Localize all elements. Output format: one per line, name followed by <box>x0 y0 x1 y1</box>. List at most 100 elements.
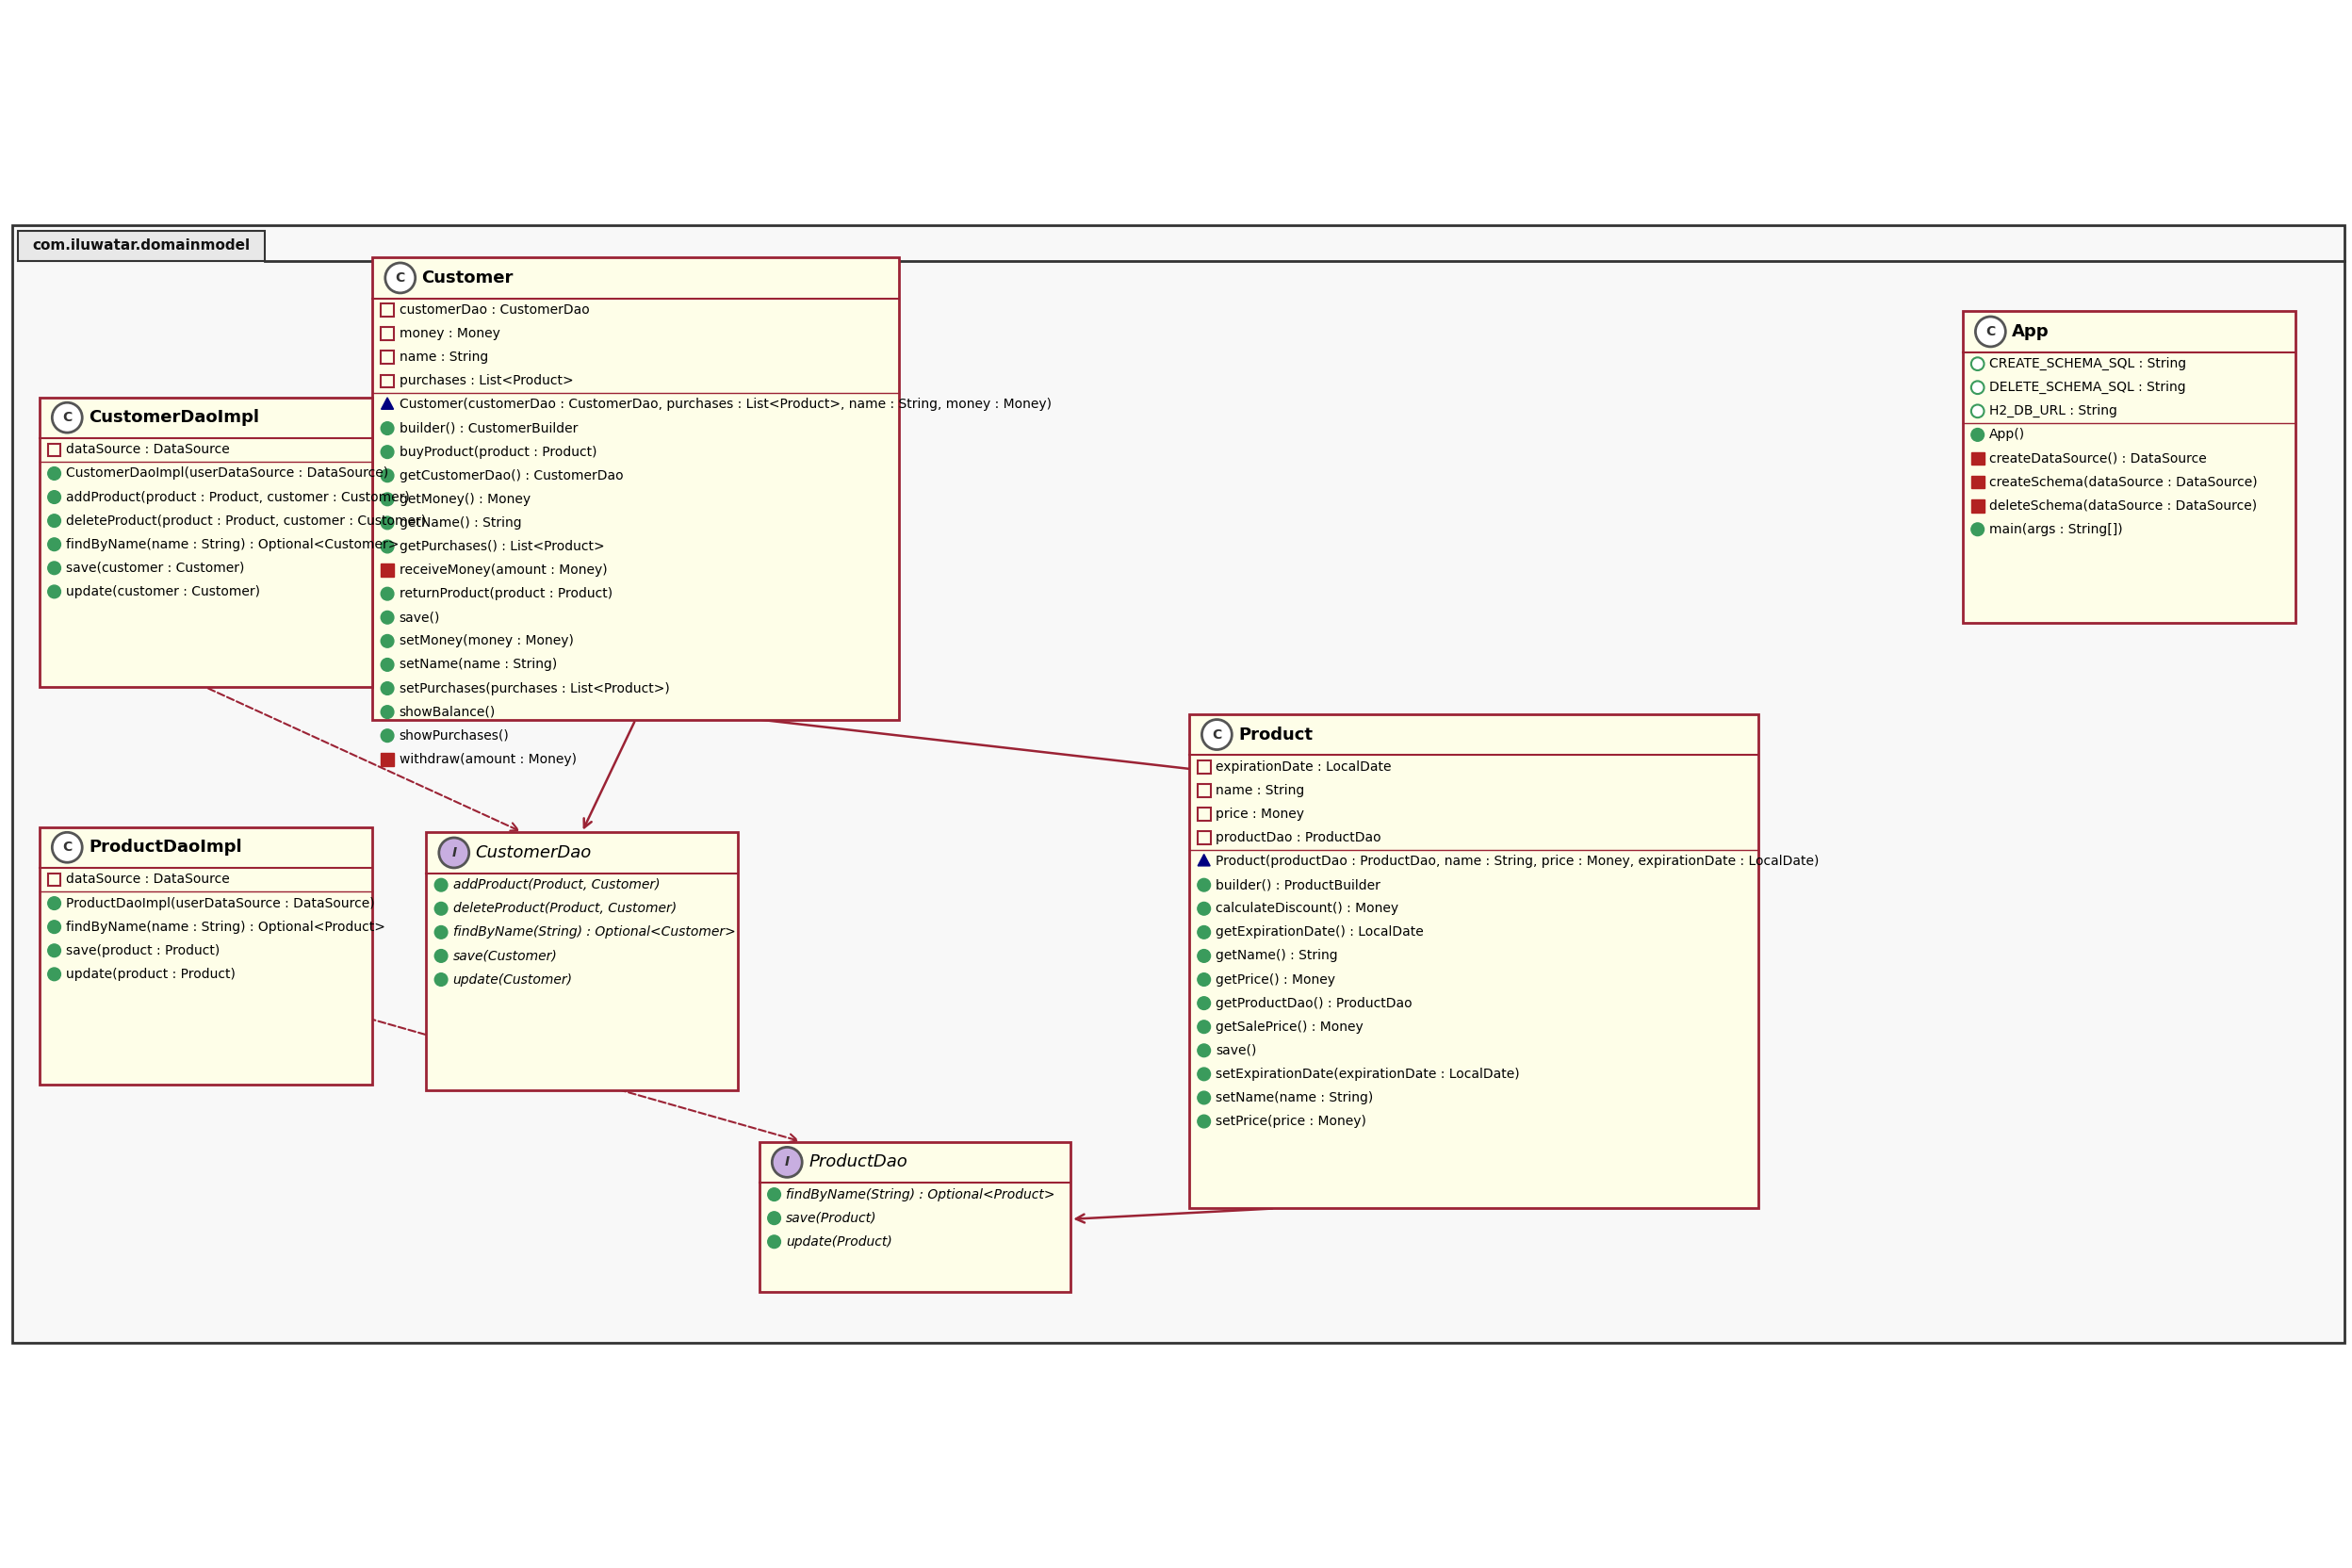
Circle shape <box>1971 428 1985 441</box>
Text: getSalePrice() : Money: getSalePrice() : Money <box>1216 1021 1364 1033</box>
Circle shape <box>381 588 393 601</box>
Circle shape <box>1976 317 2006 347</box>
Circle shape <box>435 974 447 986</box>
Polygon shape <box>1197 855 1209 866</box>
Text: CustomerDao: CustomerDao <box>475 844 593 861</box>
Bar <box>381 564 393 577</box>
FancyBboxPatch shape <box>1962 310 2296 622</box>
Text: productDao : ProductDao: productDao : ProductDao <box>1216 831 1381 844</box>
Circle shape <box>47 538 61 550</box>
Circle shape <box>1197 997 1211 1010</box>
Text: getPrice() : Money: getPrice() : Money <box>1216 974 1336 986</box>
Circle shape <box>1197 950 1211 963</box>
Text: name : String: name : String <box>1216 784 1305 797</box>
Text: setName(name : String): setName(name : String) <box>400 659 557 671</box>
Circle shape <box>771 1148 802 1178</box>
Circle shape <box>767 1212 781 1225</box>
FancyBboxPatch shape <box>760 1142 1070 1292</box>
Circle shape <box>1971 522 1985 536</box>
Text: C: C <box>1985 325 1994 339</box>
Circle shape <box>52 403 82 433</box>
Text: builder() : ProductBuilder: builder() : ProductBuilder <box>1216 878 1381 892</box>
Text: purchases : List<Product>: purchases : List<Product> <box>400 375 574 387</box>
Circle shape <box>1197 925 1211 939</box>
Text: getName() : String: getName() : String <box>400 516 522 530</box>
Circle shape <box>1197 1021 1211 1033</box>
Circle shape <box>47 561 61 574</box>
FancyBboxPatch shape <box>1188 713 1759 1209</box>
Text: App: App <box>2011 323 2049 340</box>
Text: ProductDaoImpl(userDataSource : DataSource): ProductDaoImpl(userDataSource : DataSour… <box>66 897 374 909</box>
Text: update(customer : Customer): update(customer : Customer) <box>66 585 261 599</box>
Bar <box>381 351 393 364</box>
Text: update(Customer): update(Customer) <box>454 974 572 986</box>
Text: CREATE_SCHEMA_SQL : String: CREATE_SCHEMA_SQL : String <box>1990 358 2187 370</box>
Text: receiveMoney(amount : Money): receiveMoney(amount : Money) <box>400 563 607 577</box>
Circle shape <box>381 469 393 481</box>
FancyBboxPatch shape <box>372 257 898 720</box>
Circle shape <box>440 837 468 867</box>
Text: save(customer : Customer): save(customer : Customer) <box>66 561 245 574</box>
Text: buyProduct(product : Product): buyProduct(product : Product) <box>400 445 597 458</box>
Circle shape <box>381 422 393 434</box>
Text: deleteProduct(Product, Customer): deleteProduct(Product, Customer) <box>454 902 677 916</box>
Text: setName(name : String): setName(name : String) <box>1216 1091 1374 1104</box>
Text: findByName(String) : Optional<Product>: findByName(String) : Optional<Product> <box>786 1189 1056 1201</box>
Text: addProduct(Product, Customer): addProduct(Product, Customer) <box>454 878 661 892</box>
Circle shape <box>381 635 393 648</box>
Text: withdraw(amount : Money): withdraw(amount : Money) <box>400 753 576 765</box>
Text: App(): App() <box>1990 428 2025 441</box>
Bar <box>381 375 393 387</box>
Text: getCustomerDao() : CustomerDao: getCustomerDao() : CustomerDao <box>400 469 623 483</box>
Circle shape <box>47 491 61 503</box>
Text: I: I <box>452 847 456 859</box>
Circle shape <box>1197 1068 1211 1080</box>
Text: I: I <box>786 1156 790 1168</box>
Text: save(): save() <box>1216 1044 1256 1057</box>
Text: money : Money: money : Money <box>400 328 501 340</box>
Circle shape <box>381 682 393 695</box>
Polygon shape <box>381 398 393 409</box>
FancyBboxPatch shape <box>40 826 372 1085</box>
Text: setMoney(money : Money): setMoney(money : Money) <box>400 635 574 648</box>
Bar <box>1197 784 1211 797</box>
Circle shape <box>381 659 393 671</box>
Circle shape <box>47 514 61 527</box>
Text: update(Product): update(Product) <box>786 1236 891 1248</box>
Circle shape <box>381 729 393 742</box>
Text: setPrice(price : Money): setPrice(price : Money) <box>1216 1115 1367 1127</box>
Circle shape <box>767 1236 781 1248</box>
Text: findByName(name : String) : Optional<Product>: findByName(name : String) : Optional<Pro… <box>66 920 386 933</box>
Text: showBalance(): showBalance() <box>400 706 496 718</box>
Text: calculateDiscount() : Money: calculateDiscount() : Money <box>1216 902 1399 916</box>
Circle shape <box>1197 878 1211 892</box>
Text: builder() : CustomerBuilder: builder() : CustomerBuilder <box>400 422 579 434</box>
Text: deleteProduct(product : Product, customer : Customer): deleteProduct(product : Product, custome… <box>66 514 426 527</box>
Circle shape <box>47 944 61 956</box>
Text: setPurchases(purchases : List<Product>): setPurchases(purchases : List<Product>) <box>400 682 670 695</box>
Text: C: C <box>1211 728 1221 742</box>
Bar <box>47 873 61 886</box>
Text: update(product : Product): update(product : Product) <box>66 967 235 980</box>
Text: expirationDate : LocalDate: expirationDate : LocalDate <box>1216 760 1392 773</box>
Circle shape <box>47 920 61 933</box>
Circle shape <box>1197 1044 1211 1057</box>
Text: Product(productDao : ProductDao, name : String, price : Money, expirationDate : : Product(productDao : ProductDao, name : … <box>1216 855 1818 869</box>
Text: dataSource : DataSource: dataSource : DataSource <box>66 444 230 456</box>
FancyBboxPatch shape <box>12 226 2345 1342</box>
Text: createDataSource() : DataSource: createDataSource() : DataSource <box>1990 452 2206 466</box>
Text: getProductDao() : ProductDao: getProductDao() : ProductDao <box>1216 997 1414 1010</box>
Circle shape <box>47 467 61 480</box>
Circle shape <box>381 492 393 506</box>
Circle shape <box>1197 1115 1211 1127</box>
Circle shape <box>1971 405 1985 417</box>
Text: name : String: name : String <box>400 351 487 364</box>
Bar <box>47 444 61 456</box>
Circle shape <box>1197 902 1211 916</box>
FancyBboxPatch shape <box>19 230 266 260</box>
Bar <box>381 753 393 765</box>
Text: C: C <box>64 840 73 855</box>
Text: Customer: Customer <box>421 270 513 287</box>
Text: save(product : Product): save(product : Product) <box>66 944 221 956</box>
Text: H2_DB_URL : String: H2_DB_URL : String <box>1990 405 2117 417</box>
